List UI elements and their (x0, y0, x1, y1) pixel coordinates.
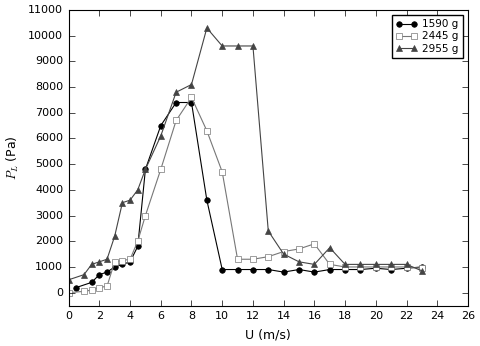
2445 g (265, 255, 271, 259)
2955 g (235, 44, 240, 48)
1590 g (143, 167, 148, 171)
2955 g (81, 273, 87, 277)
1590 g (373, 266, 379, 270)
2445 g (219, 170, 225, 174)
2955 g (189, 82, 194, 86)
2955 g (404, 262, 409, 266)
2445 g (373, 265, 379, 269)
2445 g (358, 265, 363, 269)
1590 g (327, 267, 333, 272)
2445 g (312, 242, 317, 246)
2955 g (204, 26, 210, 30)
1590 g (388, 267, 394, 272)
2955 g (120, 201, 125, 205)
2955 g (281, 252, 287, 256)
Line: 1590 g: 1590 g (73, 100, 425, 290)
1590 g (204, 198, 210, 202)
2955 g (173, 90, 179, 94)
2445 g (158, 167, 164, 171)
2955 g (219, 44, 225, 48)
2445 g (204, 129, 210, 133)
Line: 2955 g: 2955 g (66, 25, 425, 283)
1590 g (89, 280, 95, 284)
2955 g (127, 198, 133, 202)
2445 g (89, 288, 95, 292)
2445 g (250, 257, 256, 261)
1590 g (358, 267, 363, 272)
2955 g (265, 229, 271, 233)
X-axis label: U (m/s): U (m/s) (245, 328, 291, 341)
2955 g (342, 262, 348, 266)
2955 g (388, 262, 394, 266)
2445 g (143, 213, 148, 218)
2445 g (127, 257, 133, 261)
2955 g (250, 44, 256, 48)
2445 g (66, 291, 72, 295)
1590 g (112, 265, 118, 269)
1590 g (404, 266, 409, 270)
Y-axis label: $P_L$ (Pa): $P_L$ (Pa) (5, 135, 21, 180)
2955 g (358, 262, 363, 266)
1590 g (265, 267, 271, 272)
2445 g (189, 95, 194, 99)
1590 g (235, 267, 240, 272)
1590 g (127, 260, 133, 264)
2445 g (135, 239, 141, 243)
2445 g (96, 285, 102, 290)
2445 g (404, 265, 409, 269)
2445 g (81, 289, 87, 293)
2445 g (419, 266, 425, 270)
2955 g (327, 246, 333, 250)
1590 g (135, 244, 141, 248)
Line: 2445 g: 2445 g (66, 94, 425, 295)
1590 g (104, 270, 110, 274)
2955 g (373, 262, 379, 266)
1590 g (419, 265, 425, 269)
2445 g (342, 265, 348, 269)
2445 g (112, 260, 118, 264)
1590 g (296, 267, 302, 272)
1590 g (342, 267, 348, 272)
2445 g (281, 249, 287, 254)
2955 g (96, 260, 102, 264)
2955 g (143, 167, 148, 171)
1590 g (96, 273, 102, 277)
1590 g (173, 100, 179, 104)
2955 g (104, 257, 110, 261)
1590 g (189, 100, 194, 104)
2445 g (173, 118, 179, 122)
2955 g (158, 134, 164, 138)
1590 g (73, 285, 79, 290)
2955 g (312, 262, 317, 266)
2955 g (135, 188, 141, 192)
2955 g (296, 260, 302, 264)
2445 g (388, 265, 394, 269)
2445 g (120, 258, 125, 263)
1590 g (158, 124, 164, 128)
2955 g (89, 262, 95, 266)
2445 g (104, 284, 110, 288)
2955 g (66, 278, 72, 282)
1590 g (250, 267, 256, 272)
2445 g (235, 257, 240, 261)
1590 g (312, 270, 317, 274)
1590 g (281, 270, 287, 274)
2445 g (296, 247, 302, 251)
1590 g (219, 267, 225, 272)
1590 g (120, 262, 125, 266)
2955 g (419, 269, 425, 273)
Legend: 1590 g, 2445 g, 2955 g: 1590 g, 2445 g, 2955 g (392, 15, 463, 58)
2955 g (112, 234, 118, 238)
2445 g (327, 262, 333, 266)
